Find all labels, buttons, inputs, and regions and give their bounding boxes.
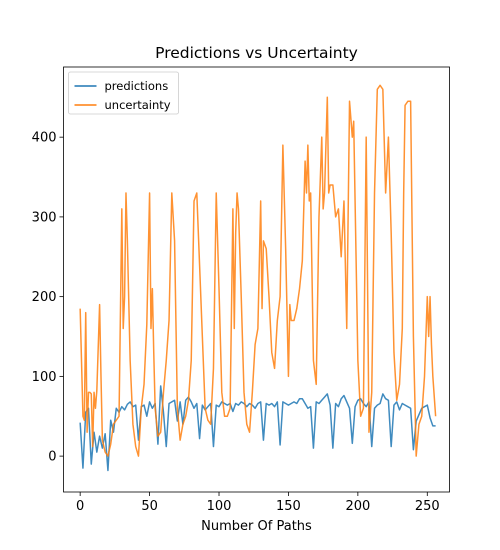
x-tick-label: 100	[207, 499, 232, 514]
x-tick-label: 150	[276, 499, 301, 514]
legend: predictions uncertainty	[68, 71, 179, 115]
series-layer	[79, 84, 437, 472]
y-tick-label: 0	[48, 450, 56, 465]
y-tick-label: 300	[32, 210, 57, 225]
legend-label-predictions: predictions	[105, 79, 169, 93]
series-line-uncertainty	[79, 84, 437, 457]
y-tick-label: 200	[32, 290, 57, 305]
legend-label-uncertainty: uncertainty	[105, 98, 171, 112]
x-tick-label: 200	[345, 499, 370, 514]
x-tick-label: 50	[141, 499, 158, 514]
y-tick-label: 100	[32, 370, 57, 385]
plot-frame	[63, 66, 450, 493]
x-axis-label: Number Of Paths	[201, 519, 312, 534]
chart-title: Predictions vs Uncertainty	[155, 44, 358, 62]
x-tick-label: 0	[76, 499, 84, 514]
y-tick-label: 400	[32, 131, 57, 146]
x-axis: 0 50 100 150 200 250	[76, 492, 440, 514]
legend-box	[68, 71, 179, 115]
y-axis: 0 100 200 300 400	[32, 131, 64, 465]
x-tick-label: 250	[415, 499, 440, 514]
